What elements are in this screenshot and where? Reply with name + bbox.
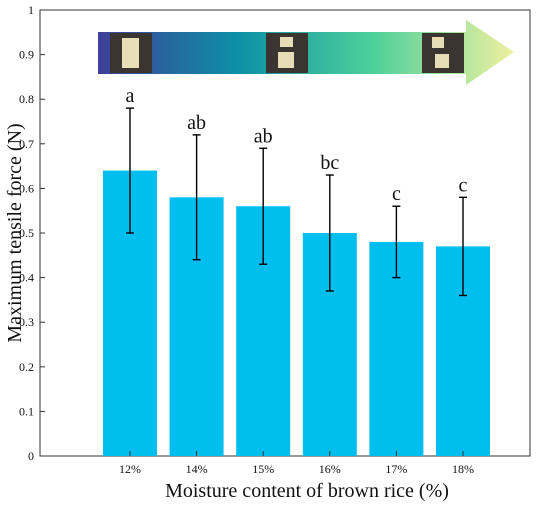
- y-tick-label: 0.5: [19, 226, 34, 240]
- moisture-gradient-arrow: [98, 20, 514, 85]
- rice-sample-photo: [266, 33, 308, 73]
- y-tick-label: 0.6: [19, 181, 34, 195]
- y-axis: 0 0.1 0.2 0.3 0.4 0.5 0.6 0.7 0.8 0.9 1: [19, 3, 45, 463]
- y-tick-label: 0.4: [19, 271, 34, 285]
- x-tick-label: 14%: [186, 462, 208, 476]
- y-tick-label: 0.2: [19, 360, 34, 374]
- error-bars: [126, 107, 467, 297]
- y-tick-label: 0.7: [19, 137, 34, 151]
- rice-sample-photo: [422, 33, 464, 73]
- significance-letter: ab: [254, 125, 273, 147]
- y-tick-label: 0.8: [19, 92, 34, 106]
- y-tick-label: 0.9: [19, 48, 34, 62]
- significance-letter: a: [126, 85, 135, 107]
- x-tick-label: 18%: [452, 462, 474, 476]
- bar-series: [103, 170, 490, 456]
- y-tick-label: 1: [28, 3, 34, 17]
- error-bar: [192, 134, 201, 261]
- error-bar: [392, 205, 401, 279]
- significance-letter: c: [459, 174, 468, 196]
- y-tick-label: 0: [28, 449, 34, 463]
- x-axis: 12% 14% 15% 16% 17% 18%: [119, 451, 474, 476]
- y-tick-label: 0.1: [19, 404, 34, 418]
- significance-letter: ab: [187, 112, 206, 134]
- y-tick-label: 0.3: [19, 315, 34, 329]
- x-tick-label: 15%: [252, 462, 274, 476]
- x-tick-label: 17%: [385, 462, 407, 476]
- x-tick-label: 12%: [119, 462, 141, 476]
- error-bar: [459, 196, 467, 297]
- significance-letter: c: [392, 183, 401, 205]
- error-bar: [259, 147, 268, 265]
- error-bar: [325, 174, 334, 292]
- x-tick-label: 16%: [319, 462, 341, 476]
- significance-letter: bc: [320, 152, 339, 174]
- y-axis-label: Maximum tensile force (N): [4, 123, 26, 342]
- error-bar: [126, 107, 134, 234]
- significance-letters: a ab ab bc c c: [126, 85, 468, 205]
- rice-sample-photo: [110, 33, 152, 73]
- x-axis-label: Moisture content of brown rice (%): [165, 480, 449, 502]
